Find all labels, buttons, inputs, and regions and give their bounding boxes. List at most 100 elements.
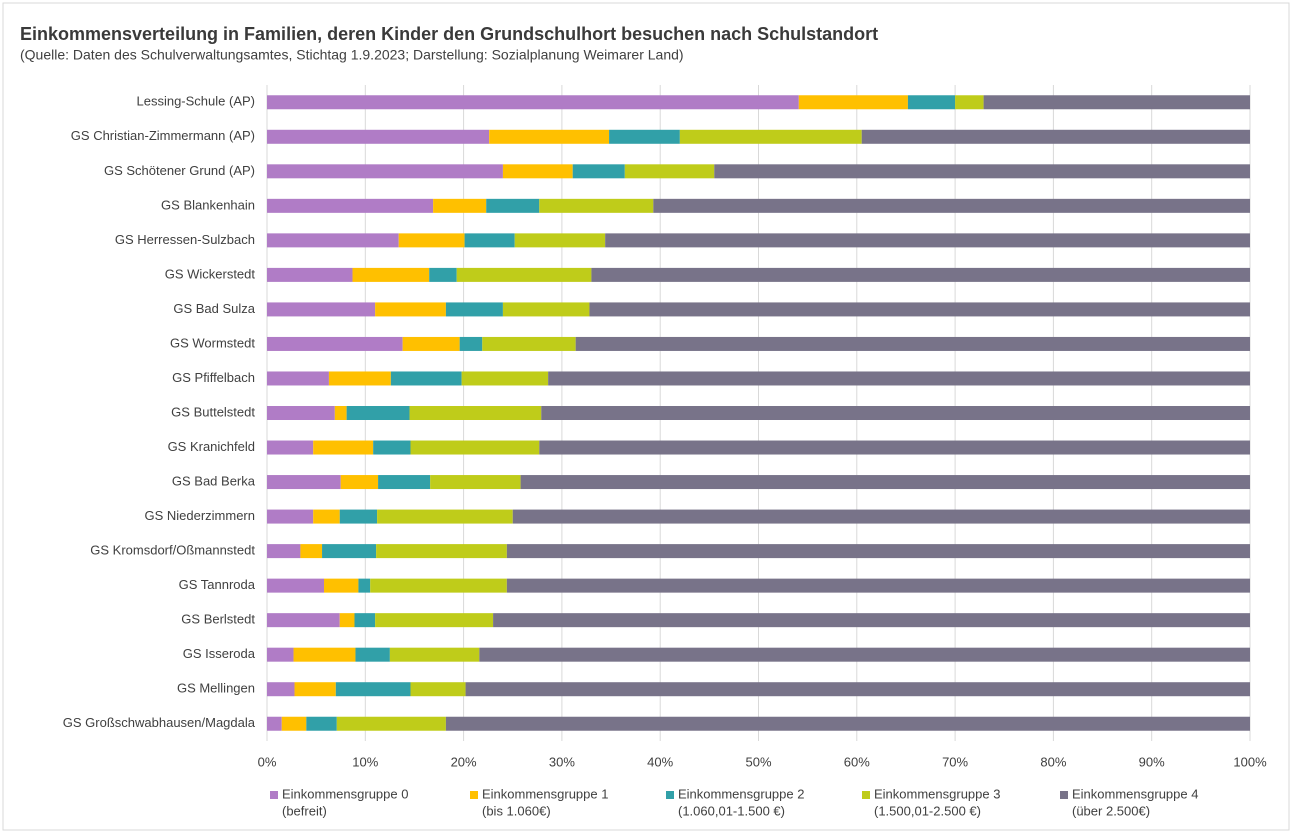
y-tick-label: GS Niederzimmern — [144, 508, 255, 523]
bar-segment — [456, 267, 592, 282]
bar-segment — [983, 95, 1250, 110]
bar-segment — [465, 682, 1250, 697]
chart-title: Einkommensverteilung in Familien, deren … — [20, 24, 878, 44]
x-tick-label: 90% — [1139, 754, 1165, 769]
bar-segment — [313, 509, 340, 524]
bar-segment — [267, 440, 314, 455]
y-tick-label: GS Kranichfeld — [168, 439, 255, 454]
bar-segment — [267, 578, 325, 593]
bar-segment — [486, 198, 540, 213]
y-tick-label: GS Pfiffelbach — [172, 370, 255, 385]
y-tick-label: GS Tannroda — [179, 577, 256, 592]
legend-swatch — [470, 791, 478, 799]
bar-segment — [293, 647, 356, 662]
legend-label: Einkommensgruppe 1 — [482, 786, 608, 801]
x-tick-label: 20% — [451, 754, 477, 769]
bar-segment — [322, 544, 377, 559]
legend-swatch — [666, 791, 674, 799]
y-tick-label: GS Wickerstedt — [165, 266, 256, 281]
chart-subtitle: (Quelle: Daten des Schulverwaltungsamtes… — [20, 47, 684, 63]
bar-segment — [267, 475, 341, 490]
bar-segment — [313, 440, 374, 455]
x-tick-label: 70% — [942, 754, 968, 769]
bar-segment — [514, 233, 606, 248]
bar-segment — [433, 198, 487, 213]
y-tick-label: GS Berlstedt — [181, 612, 255, 627]
bar-segment — [339, 613, 355, 628]
bar-segment — [445, 716, 1250, 731]
legend-description: (1.060,01-1.500 €) — [678, 803, 785, 818]
bar-segment — [375, 302, 446, 317]
bar-segment — [267, 406, 335, 420]
bar-segment — [267, 682, 295, 697]
bar-segment — [358, 578, 371, 593]
bar-segment — [328, 371, 391, 386]
bar-segment — [445, 302, 503, 317]
bar-segment — [464, 233, 515, 248]
bar-segment — [410, 682, 466, 697]
x-tick-label: 60% — [844, 754, 870, 769]
bar-segment — [589, 302, 1250, 317]
bar-segment — [398, 233, 465, 248]
y-tick-label: Lessing-Schule (AP) — [137, 94, 256, 109]
bar-segment — [714, 164, 1250, 179]
bar-segment — [798, 95, 908, 110]
bar-segment — [409, 406, 542, 420]
bar-segment — [267, 233, 399, 248]
y-tick-label: GS Herressen-Sulzbach — [115, 232, 255, 247]
bar-segment — [267, 198, 434, 213]
bar-segment — [267, 164, 503, 179]
bar-segment — [306, 716, 337, 731]
bar-segment — [324, 578, 359, 593]
bar-segment — [907, 95, 956, 110]
bar-segment — [354, 613, 376, 628]
y-tick-label: GS Mellingen — [177, 681, 255, 696]
bar-segment — [267, 613, 340, 628]
bar-segment — [429, 267, 457, 282]
y-tick-label: GS Wormstedt — [170, 335, 255, 350]
legend-swatch — [862, 791, 870, 799]
bar-segment — [389, 647, 480, 662]
y-tick-label: GS Christian-Zimmermann (AP) — [71, 128, 255, 143]
bar-segment — [336, 716, 446, 731]
y-tick-label: GS Bad Berka — [172, 473, 256, 488]
x-tick-label: 0% — [258, 754, 277, 769]
bar-segment — [605, 233, 1250, 248]
legend-label: Einkommensgruppe 2 — [678, 786, 804, 801]
bar-segment — [377, 509, 513, 524]
bar-segment — [339, 509, 378, 524]
legend-description: (bis 1.060€) — [482, 803, 551, 818]
bar-segment — [541, 406, 1250, 420]
bar-segment — [548, 371, 1250, 386]
bar-segment — [461, 371, 549, 386]
bar-segment — [512, 509, 1250, 524]
y-tick-label: GS Blankenhain — [161, 197, 255, 212]
bar-segment — [352, 267, 430, 282]
y-tick-label: GS Schötener Grund (AP) — [104, 163, 255, 178]
bar-segment — [502, 302, 590, 317]
bar-segment — [294, 682, 336, 697]
bar-segment — [267, 509, 314, 524]
y-tick-label: GS Kromsdorf/Oßmannstedt — [90, 543, 255, 558]
bar-segment — [679, 129, 862, 144]
bar-segment — [572, 164, 625, 179]
bar-segment — [506, 578, 1250, 593]
bar-segment — [346, 406, 410, 420]
bar-segment — [861, 129, 1250, 144]
bar-segment — [267, 95, 799, 110]
bar-segment — [375, 613, 494, 628]
bar-segment — [493, 613, 1251, 628]
x-tick-label: 100% — [1233, 754, 1267, 769]
x-tick-label: 80% — [1040, 754, 1066, 769]
legend-label: Einkommensgruppe 0 — [282, 786, 408, 801]
bar-segment — [267, 544, 301, 559]
legend-swatch — [1060, 791, 1068, 799]
bar-segment — [267, 336, 403, 351]
bar-segment — [373, 440, 411, 455]
bar-segment — [334, 406, 347, 420]
x-tick-label: 30% — [549, 754, 575, 769]
bar-segment — [267, 267, 353, 282]
x-tick-label: 10% — [352, 754, 378, 769]
bar-segment — [459, 336, 483, 351]
